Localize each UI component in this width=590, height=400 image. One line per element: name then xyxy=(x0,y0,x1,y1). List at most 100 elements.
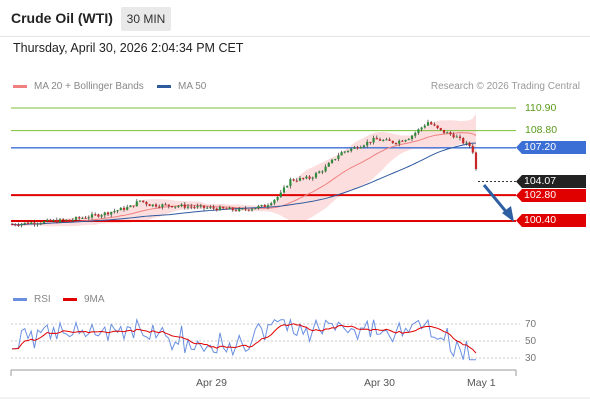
candle-body xyxy=(346,150,350,152)
candle-body xyxy=(65,219,68,221)
candle-body xyxy=(103,212,106,216)
candle-body xyxy=(462,137,465,144)
rsi-ma-swatch-icon xyxy=(63,298,77,301)
candle-body xyxy=(446,132,449,134)
date-label-apr29: Apr 29 xyxy=(196,377,227,389)
legend-ma20-label: MA 20 + Bollinger Bands xyxy=(34,81,144,92)
candle-body xyxy=(58,219,62,223)
candle-body xyxy=(266,205,270,208)
forecast-arrow xyxy=(482,184,514,222)
candle-body xyxy=(439,128,442,130)
candle-body xyxy=(46,219,49,222)
candle-body xyxy=(97,214,100,217)
candle-body xyxy=(39,223,42,225)
candle-body xyxy=(81,217,84,219)
candle-body xyxy=(196,206,199,208)
candle-body xyxy=(231,207,234,211)
candle-body xyxy=(423,125,426,128)
bollinger-fill xyxy=(12,113,476,227)
candle-body xyxy=(52,220,55,222)
candle-body xyxy=(241,208,244,210)
candle-body xyxy=(142,200,145,202)
legend-rsi-label: RSI xyxy=(34,294,51,305)
candle-body xyxy=(391,140,394,144)
candle-body xyxy=(126,207,129,210)
legend-rsi: RSI xyxy=(13,294,51,305)
legend-rsi-ma: 9MA xyxy=(63,294,105,305)
candle-body xyxy=(442,129,446,133)
candle-body xyxy=(263,205,266,208)
legend-ma50: MA 50 xyxy=(157,81,206,92)
candle-body xyxy=(279,192,282,197)
time-axis xyxy=(0,369,590,399)
candle-body xyxy=(458,136,462,138)
candle-body xyxy=(100,215,103,217)
candle-body xyxy=(106,212,110,215)
candle-body xyxy=(410,135,414,139)
credit-text: Research © 2026 Trading Central xyxy=(430,81,580,92)
candle-body xyxy=(353,147,356,149)
bollinger-band xyxy=(12,113,476,227)
candle-body xyxy=(23,222,26,224)
candle-body xyxy=(122,207,126,210)
candle-body xyxy=(286,185,289,188)
candle-body xyxy=(84,217,87,219)
candle-body xyxy=(417,129,420,133)
candle-body xyxy=(199,205,202,207)
candle-body xyxy=(372,137,375,143)
candle-body xyxy=(218,206,222,211)
candle-body xyxy=(343,151,346,153)
candle-body xyxy=(414,132,417,136)
candle-body xyxy=(110,211,113,215)
candle-body xyxy=(407,138,410,140)
candle-body xyxy=(298,177,302,181)
candle-body xyxy=(404,139,407,142)
candle-body xyxy=(433,124,436,126)
candle-body xyxy=(244,208,247,210)
candle-body xyxy=(426,122,430,126)
candle-body xyxy=(148,204,151,207)
ma50-swatch-icon xyxy=(157,85,171,88)
candle-body xyxy=(369,141,372,143)
legend-ma20: MA 20 + Bollinger Bands xyxy=(13,81,144,92)
rsi-ma-line xyxy=(11,323,477,354)
candle-body xyxy=(167,204,170,207)
forecast-arrow-head-icon xyxy=(502,206,514,222)
candle-body xyxy=(401,140,404,142)
candle-body xyxy=(468,142,471,146)
candle-body xyxy=(337,155,340,159)
candle-body xyxy=(292,179,295,181)
candle-body xyxy=(366,141,369,146)
candle-body xyxy=(222,206,225,209)
rsi-line xyxy=(11,317,476,361)
candle-body xyxy=(164,204,167,206)
candle-body xyxy=(311,177,314,179)
candle-body xyxy=(388,139,391,141)
candle-body xyxy=(14,224,17,226)
candle-body xyxy=(282,187,286,193)
legend-ma50-label: MA 50 xyxy=(178,81,207,92)
ma20-swatch-icon xyxy=(13,85,27,88)
candle-body xyxy=(49,219,52,222)
timeframe-badge[interactable]: 30 MIN xyxy=(121,7,171,31)
rsi-tick-30: 30 xyxy=(525,353,537,364)
candle-body xyxy=(340,152,343,156)
candle-body xyxy=(276,196,279,200)
candle-body xyxy=(154,204,158,207)
candle-body xyxy=(36,223,39,225)
rsi-swatch-icon xyxy=(13,298,27,301)
candle-body xyxy=(135,201,138,207)
timestamp: Thursday, April 30, 2026 2:04:34 PM CET xyxy=(13,41,244,55)
candle-body xyxy=(382,140,385,142)
ma50-line xyxy=(11,142,477,226)
candle-body xyxy=(436,125,439,129)
candle-body xyxy=(356,147,359,149)
candle-body xyxy=(471,145,474,153)
date-label-apr30: Apr 30 xyxy=(364,377,395,389)
resistance-1-label: 108.80 xyxy=(525,124,558,136)
candle-body xyxy=(308,176,311,179)
candle-body xyxy=(74,217,78,220)
candlesticks xyxy=(10,119,478,228)
candle-body xyxy=(55,220,58,223)
